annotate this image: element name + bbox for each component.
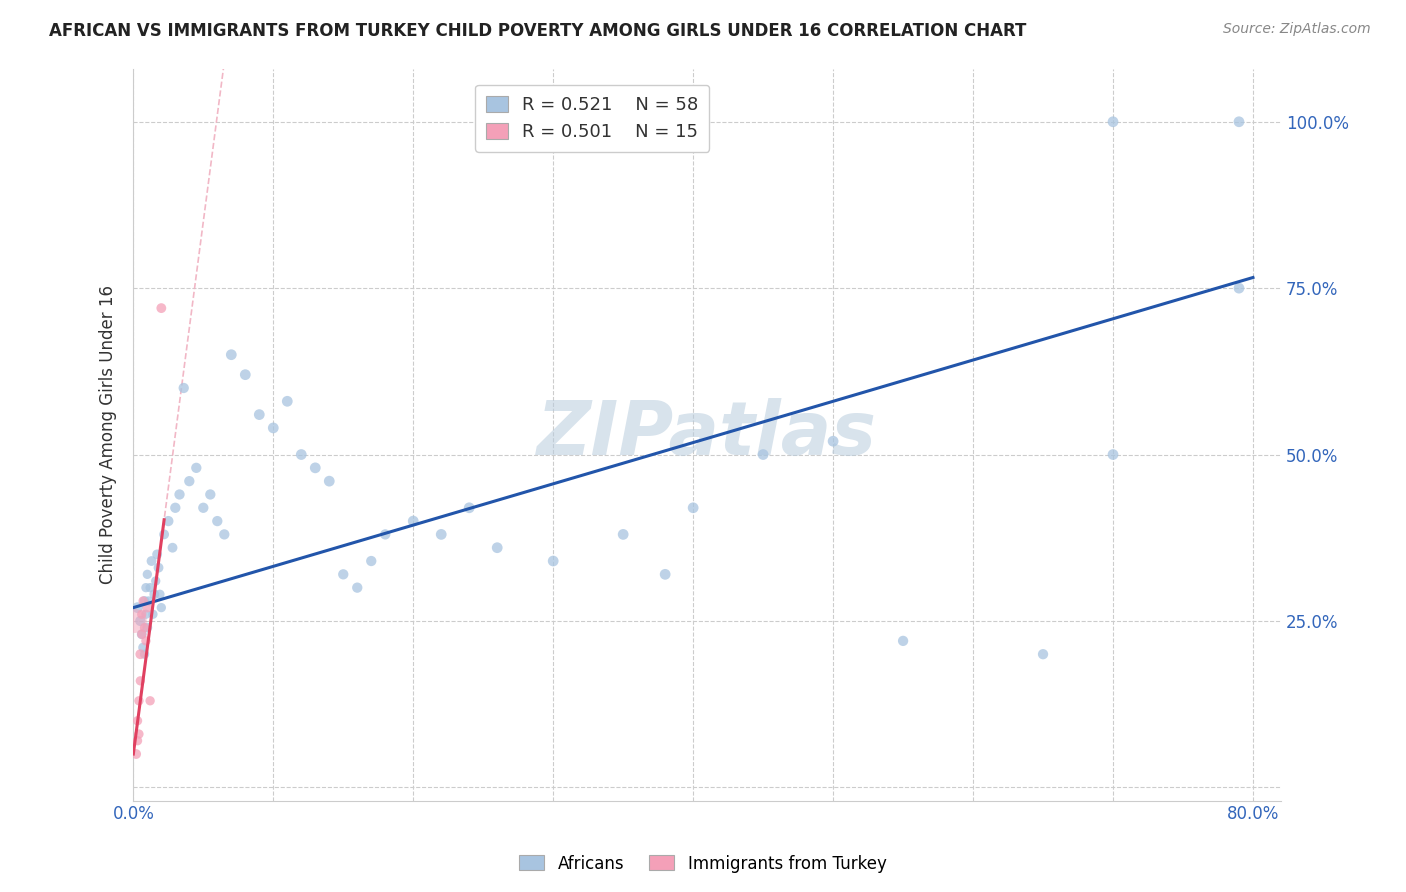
Point bbox=[127, 733, 149, 747]
Point bbox=[346, 581, 368, 595]
Point bbox=[136, 621, 159, 635]
Point bbox=[129, 647, 152, 661]
Point bbox=[127, 714, 149, 728]
Text: ZIPatlas: ZIPatlas bbox=[537, 398, 877, 471]
Point bbox=[374, 527, 396, 541]
Point bbox=[128, 727, 150, 741]
Point bbox=[139, 581, 162, 595]
Point bbox=[132, 640, 155, 655]
Point bbox=[1227, 281, 1250, 295]
Point bbox=[146, 547, 169, 561]
Point bbox=[1227, 115, 1250, 129]
Point bbox=[200, 487, 222, 501]
Point bbox=[179, 474, 201, 488]
Point bbox=[134, 647, 156, 661]
Point bbox=[135, 607, 157, 622]
Point bbox=[127, 600, 149, 615]
Point bbox=[131, 627, 153, 641]
Point bbox=[138, 594, 160, 608]
Point bbox=[304, 460, 326, 475]
Point bbox=[142, 607, 165, 622]
Point bbox=[141, 554, 163, 568]
Point bbox=[891, 633, 914, 648]
Point bbox=[682, 500, 704, 515]
Point bbox=[247, 408, 270, 422]
Point bbox=[136, 600, 159, 615]
Point bbox=[162, 541, 184, 555]
Point bbox=[318, 474, 340, 488]
Point bbox=[153, 527, 176, 541]
Point bbox=[157, 514, 180, 528]
Point bbox=[150, 301, 173, 315]
Point bbox=[128, 694, 150, 708]
Legend: R = 0.521    N = 58, R = 0.501    N = 15: R = 0.521 N = 58, R = 0.501 N = 15 bbox=[475, 85, 710, 153]
Point bbox=[486, 541, 509, 555]
Point bbox=[430, 527, 453, 541]
Point bbox=[165, 500, 187, 515]
Point bbox=[131, 627, 153, 641]
Point bbox=[402, 514, 425, 528]
Point bbox=[134, 594, 156, 608]
Point bbox=[360, 554, 382, 568]
Point bbox=[132, 594, 155, 608]
Point bbox=[186, 460, 208, 475]
Point bbox=[221, 348, 243, 362]
Point bbox=[207, 514, 229, 528]
Point bbox=[276, 394, 298, 409]
Point bbox=[193, 500, 215, 515]
Point bbox=[332, 567, 354, 582]
Point bbox=[124, 614, 146, 628]
Text: AFRICAN VS IMMIGRANTS FROM TURKEY CHILD POVERTY AMONG GIRLS UNDER 16 CORRELATION: AFRICAN VS IMMIGRANTS FROM TURKEY CHILD … bbox=[49, 22, 1026, 40]
Point bbox=[262, 421, 284, 435]
Point bbox=[149, 587, 172, 601]
Point bbox=[541, 554, 564, 568]
Point bbox=[145, 574, 167, 588]
Point bbox=[458, 500, 481, 515]
Point bbox=[129, 614, 152, 628]
Point bbox=[752, 448, 775, 462]
Point bbox=[139, 694, 162, 708]
Point bbox=[823, 434, 845, 449]
Point bbox=[135, 581, 157, 595]
Legend: Africans, Immigrants from Turkey: Africans, Immigrants from Turkey bbox=[513, 848, 893, 880]
Point bbox=[148, 560, 170, 574]
Point bbox=[612, 527, 634, 541]
Point bbox=[169, 487, 191, 501]
Text: Source: ZipAtlas.com: Source: ZipAtlas.com bbox=[1223, 22, 1371, 37]
Point bbox=[134, 621, 156, 635]
Point bbox=[129, 673, 152, 688]
Point bbox=[214, 527, 236, 541]
Point bbox=[290, 448, 312, 462]
Point bbox=[143, 587, 166, 601]
Point bbox=[135, 633, 157, 648]
Point bbox=[150, 600, 173, 615]
Point bbox=[1102, 115, 1125, 129]
Point bbox=[173, 381, 195, 395]
Point bbox=[654, 567, 676, 582]
Y-axis label: Child Poverty Among Girls Under 16: Child Poverty Among Girls Under 16 bbox=[100, 285, 117, 584]
Point bbox=[1032, 647, 1054, 661]
Point bbox=[136, 567, 159, 582]
Point bbox=[233, 368, 256, 382]
Point bbox=[1102, 448, 1125, 462]
Point bbox=[125, 747, 148, 761]
Point bbox=[131, 607, 153, 622]
